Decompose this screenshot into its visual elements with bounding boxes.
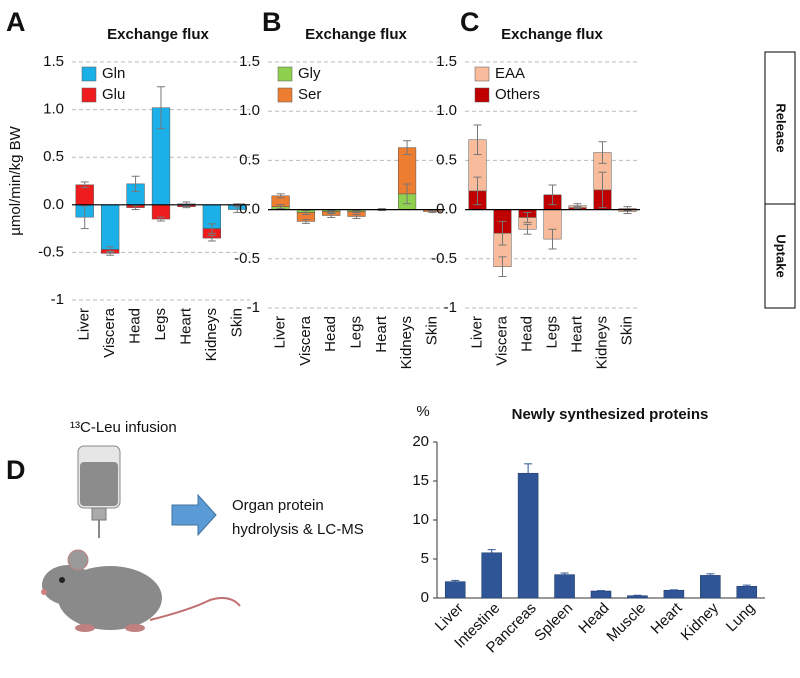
- y-tick-label: 20: [412, 433, 429, 450]
- x-tick-label: Skin: [228, 308, 245, 337]
- y-tick-label: 1.0: [436, 102, 457, 119]
- x-tick-label: Head: [518, 316, 535, 352]
- legend-label: Glu: [102, 86, 125, 103]
- x-tick-label: Legs: [152, 308, 169, 341]
- bar: [554, 574, 575, 599]
- x-tick-label: Legs: [543, 316, 560, 349]
- process-label: hydrolysis & LC-MS: [232, 521, 364, 538]
- y-tick-label: 1.0: [239, 102, 260, 119]
- x-tick-label: Heart: [373, 315, 390, 353]
- legend-swatch: [277, 87, 293, 103]
- legend-label: EAA: [495, 65, 525, 82]
- bar: [517, 472, 539, 599]
- panel-label: A: [6, 7, 26, 37]
- y-tick-label: 0.5: [436, 151, 457, 168]
- y-tick-label: -0.5: [431, 250, 457, 267]
- y-tick-label: 5: [421, 550, 429, 567]
- x-tick-label: Kidneys: [398, 316, 415, 369]
- x-tick-label: Viscera: [493, 315, 510, 365]
- legend-swatch: [81, 87, 97, 103]
- x-tick-label: Muscle: [603, 600, 649, 646]
- x-tick-label: Legs: [347, 316, 364, 349]
- legend-swatch: [474, 87, 490, 103]
- legend-swatch: [81, 66, 97, 82]
- arrow: [171, 493, 217, 537]
- uptake-box: [764, 203, 796, 309]
- x-tick-label: Kidney: [678, 599, 723, 644]
- y-tick-label: -1: [444, 299, 457, 316]
- bar-segment: [100, 204, 120, 250]
- bar: [663, 589, 685, 599]
- chart-title: Exchange flux: [107, 26, 209, 43]
- bar: [444, 581, 466, 599]
- y-tick-label: 1.5: [239, 53, 260, 70]
- y-tick-label: -0.5: [234, 250, 260, 267]
- x-tick-label: Liver: [468, 316, 485, 349]
- y-axis-label: µmol/min/kg BW: [7, 125, 24, 235]
- infusion-label: ¹³C-Leu infusion: [70, 419, 177, 436]
- side-label: Release: [774, 103, 789, 152]
- process-label: Organ protein: [232, 497, 324, 514]
- y-tick-label: -0.5: [38, 243, 64, 260]
- bar: [590, 590, 612, 599]
- legend-label: Gly: [298, 65, 321, 82]
- x-tick-label: Liver: [272, 316, 289, 349]
- y-tick-label: 0.0: [43, 196, 64, 213]
- bar: [481, 552, 502, 599]
- legend-label: Gln: [102, 65, 125, 82]
- legend-swatch: [474, 66, 490, 82]
- mouse: [41, 549, 241, 632]
- y-axis-label: %: [416, 403, 429, 420]
- x-tick-label: Kidneys: [203, 308, 220, 361]
- x-tick-label: Skin: [618, 316, 635, 345]
- x-tick-label: Lung: [723, 600, 759, 636]
- panel-label: C: [460, 7, 480, 37]
- x-tick-label: Viscera: [297, 315, 314, 365]
- x-tick-label: Viscera: [101, 307, 118, 357]
- x-tick-label: Kidneys: [593, 316, 610, 369]
- x-tick-label: Spleen: [531, 600, 576, 645]
- y-tick-label: 1.0: [43, 101, 64, 118]
- chart-title: Newly synthesized proteins: [512, 406, 709, 423]
- y-tick-label: 1.5: [436, 53, 457, 70]
- y-tick-label: -1: [247, 299, 260, 316]
- y-tick-label: 0.5: [43, 148, 64, 165]
- y-tick-label: 10: [412, 511, 429, 528]
- x-tick-label: Heart: [568, 315, 585, 353]
- legend-swatch: [277, 66, 293, 82]
- y-tick-label: 15: [412, 472, 429, 489]
- x-tick-label: Heart: [177, 307, 194, 345]
- bar: [627, 595, 648, 599]
- panel-label: D: [6, 455, 26, 485]
- bar: [736, 586, 758, 599]
- y-tick-label: 0.0: [239, 201, 260, 218]
- x-tick-label: Head: [127, 308, 144, 344]
- side-label: Uptake: [774, 234, 789, 277]
- y-tick-label: 0.5: [239, 151, 260, 168]
- y-tick-label: 1.5: [43, 53, 64, 70]
- iv-bag: [77, 445, 121, 538]
- chart-title: Exchange flux: [501, 26, 603, 43]
- x-tick-label: Head: [322, 316, 339, 352]
- y-tick-label: 0: [421, 589, 429, 606]
- legend-label: Others: [495, 86, 540, 103]
- y-tick-label: 0.0: [436, 201, 457, 218]
- chart-title: Exchange flux: [305, 26, 407, 43]
- legend-label: Ser: [298, 86, 321, 103]
- y-tick-label: -1: [51, 291, 64, 308]
- x-tick-label: Liver: [76, 308, 93, 341]
- panel-label: B: [262, 7, 282, 37]
- x-tick-label: Skin: [423, 316, 440, 345]
- bar: [700, 575, 721, 599]
